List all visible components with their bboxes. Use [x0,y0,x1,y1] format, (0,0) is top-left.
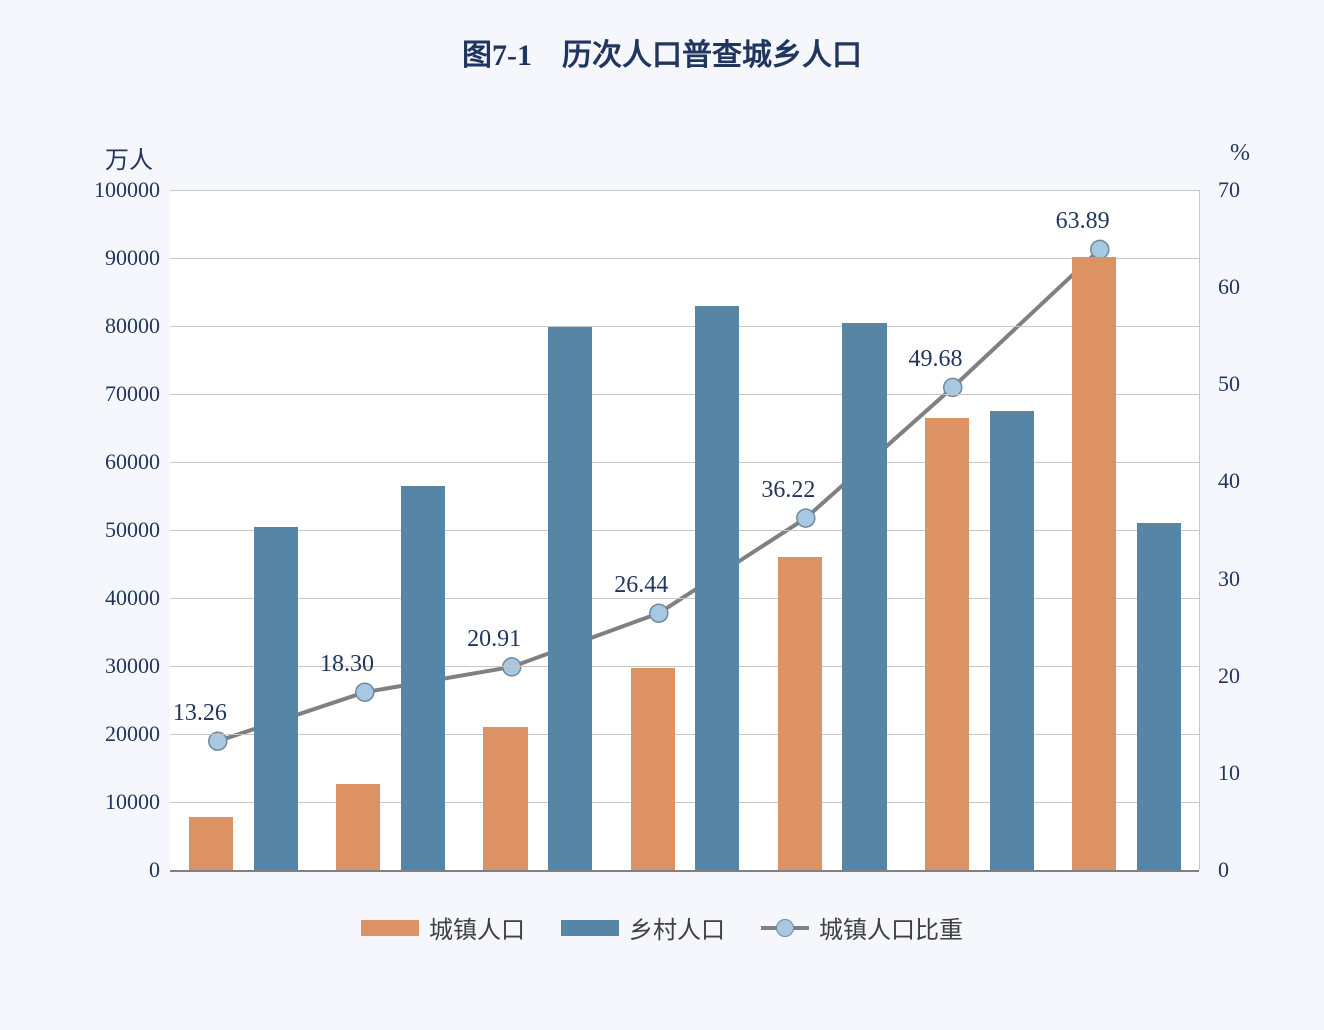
ytick-right: 40 [1218,468,1278,494]
ratio-label: 18.30 [320,651,374,678]
legend-item: 乡村人口 [561,910,725,945]
bar [548,327,592,870]
ytick-left: 20000 [70,721,160,747]
legend-item: 城镇人口比重 [761,910,963,945]
ytick-right: 50 [1218,371,1278,397]
ratio-label: 20.91 [467,626,521,653]
legend-swatch [361,920,419,936]
ytick-left: 90000 [70,245,160,271]
ytick-left: 50000 [70,517,160,543]
right-axis-label: % [1230,140,1250,167]
ytick-left: 10000 [70,789,160,815]
ytick-left: 40000 [70,585,160,611]
page: 图7-1 历次人口普查城乡人口 万人 % 13.26 18.30 20.91 26.4… [0,0,1324,1030]
gridline [170,598,1199,599]
ytick-right: 30 [1218,566,1278,592]
gridline [170,870,1199,872]
ratio-marker [797,509,815,527]
legend-label: 城镇人口 [429,910,525,945]
ytick-left: 80000 [70,313,160,339]
bar [631,668,675,870]
gridline [170,462,1199,463]
bar [778,557,822,870]
ytick-right: 0 [1218,857,1278,883]
gridline [170,802,1199,803]
bar [483,727,527,870]
bar [925,418,969,870]
ratio-label: 26.44 [614,572,668,599]
bar [695,306,739,870]
bar [336,784,380,870]
bar [189,817,233,870]
ratio-label: 13.26 [173,700,227,727]
gridline [170,734,1199,735]
ytick-left: 0 [70,857,160,883]
bar [254,527,298,870]
bar [1072,257,1116,870]
legend-swatch [561,920,619,936]
bar [401,486,445,870]
gridline [170,190,1199,191]
legend-label: 乡村人口 [629,910,725,945]
plot-area: 13.26 18.30 20.91 26.44 36.22 49.68 63.89 [170,190,1200,870]
ytick-right: 60 [1218,274,1278,300]
chart-title: 图7-1 历次人口普查城乡人口 [0,30,1324,74]
ytick-right: 10 [1218,760,1278,786]
chart: 万人 % 13.26 18.30 20.91 26.44 36.22 49.68 63.89… [40,110,1284,930]
legend-label: 城镇人口比重 [819,910,963,945]
left-axis-label: 万人 [105,140,153,175]
legend-item: 城镇人口 [361,910,525,945]
ytick-left: 60000 [70,449,160,475]
gridline [170,394,1199,395]
ytick-right: 70 [1218,177,1278,203]
ytick-left: 30000 [70,653,160,679]
ytick-left: 100000 [70,177,160,203]
gridline [170,326,1199,327]
ytick-right: 20 [1218,663,1278,689]
bar [1137,523,1181,870]
ratio-label: 63.89 [1056,208,1110,235]
ratio-label: 49.68 [909,346,963,373]
ratio-marker [356,683,374,701]
legend-line-icon [761,920,809,936]
legend: 城镇人口 乡村人口 城镇人口比重 [40,910,1284,945]
gridline [170,258,1199,259]
bar [842,323,886,870]
ratio-marker [650,604,668,622]
bar [990,411,1034,870]
ytick-left: 70000 [70,381,160,407]
gridline [170,530,1199,531]
ratio-label: 36.22 [761,477,815,504]
